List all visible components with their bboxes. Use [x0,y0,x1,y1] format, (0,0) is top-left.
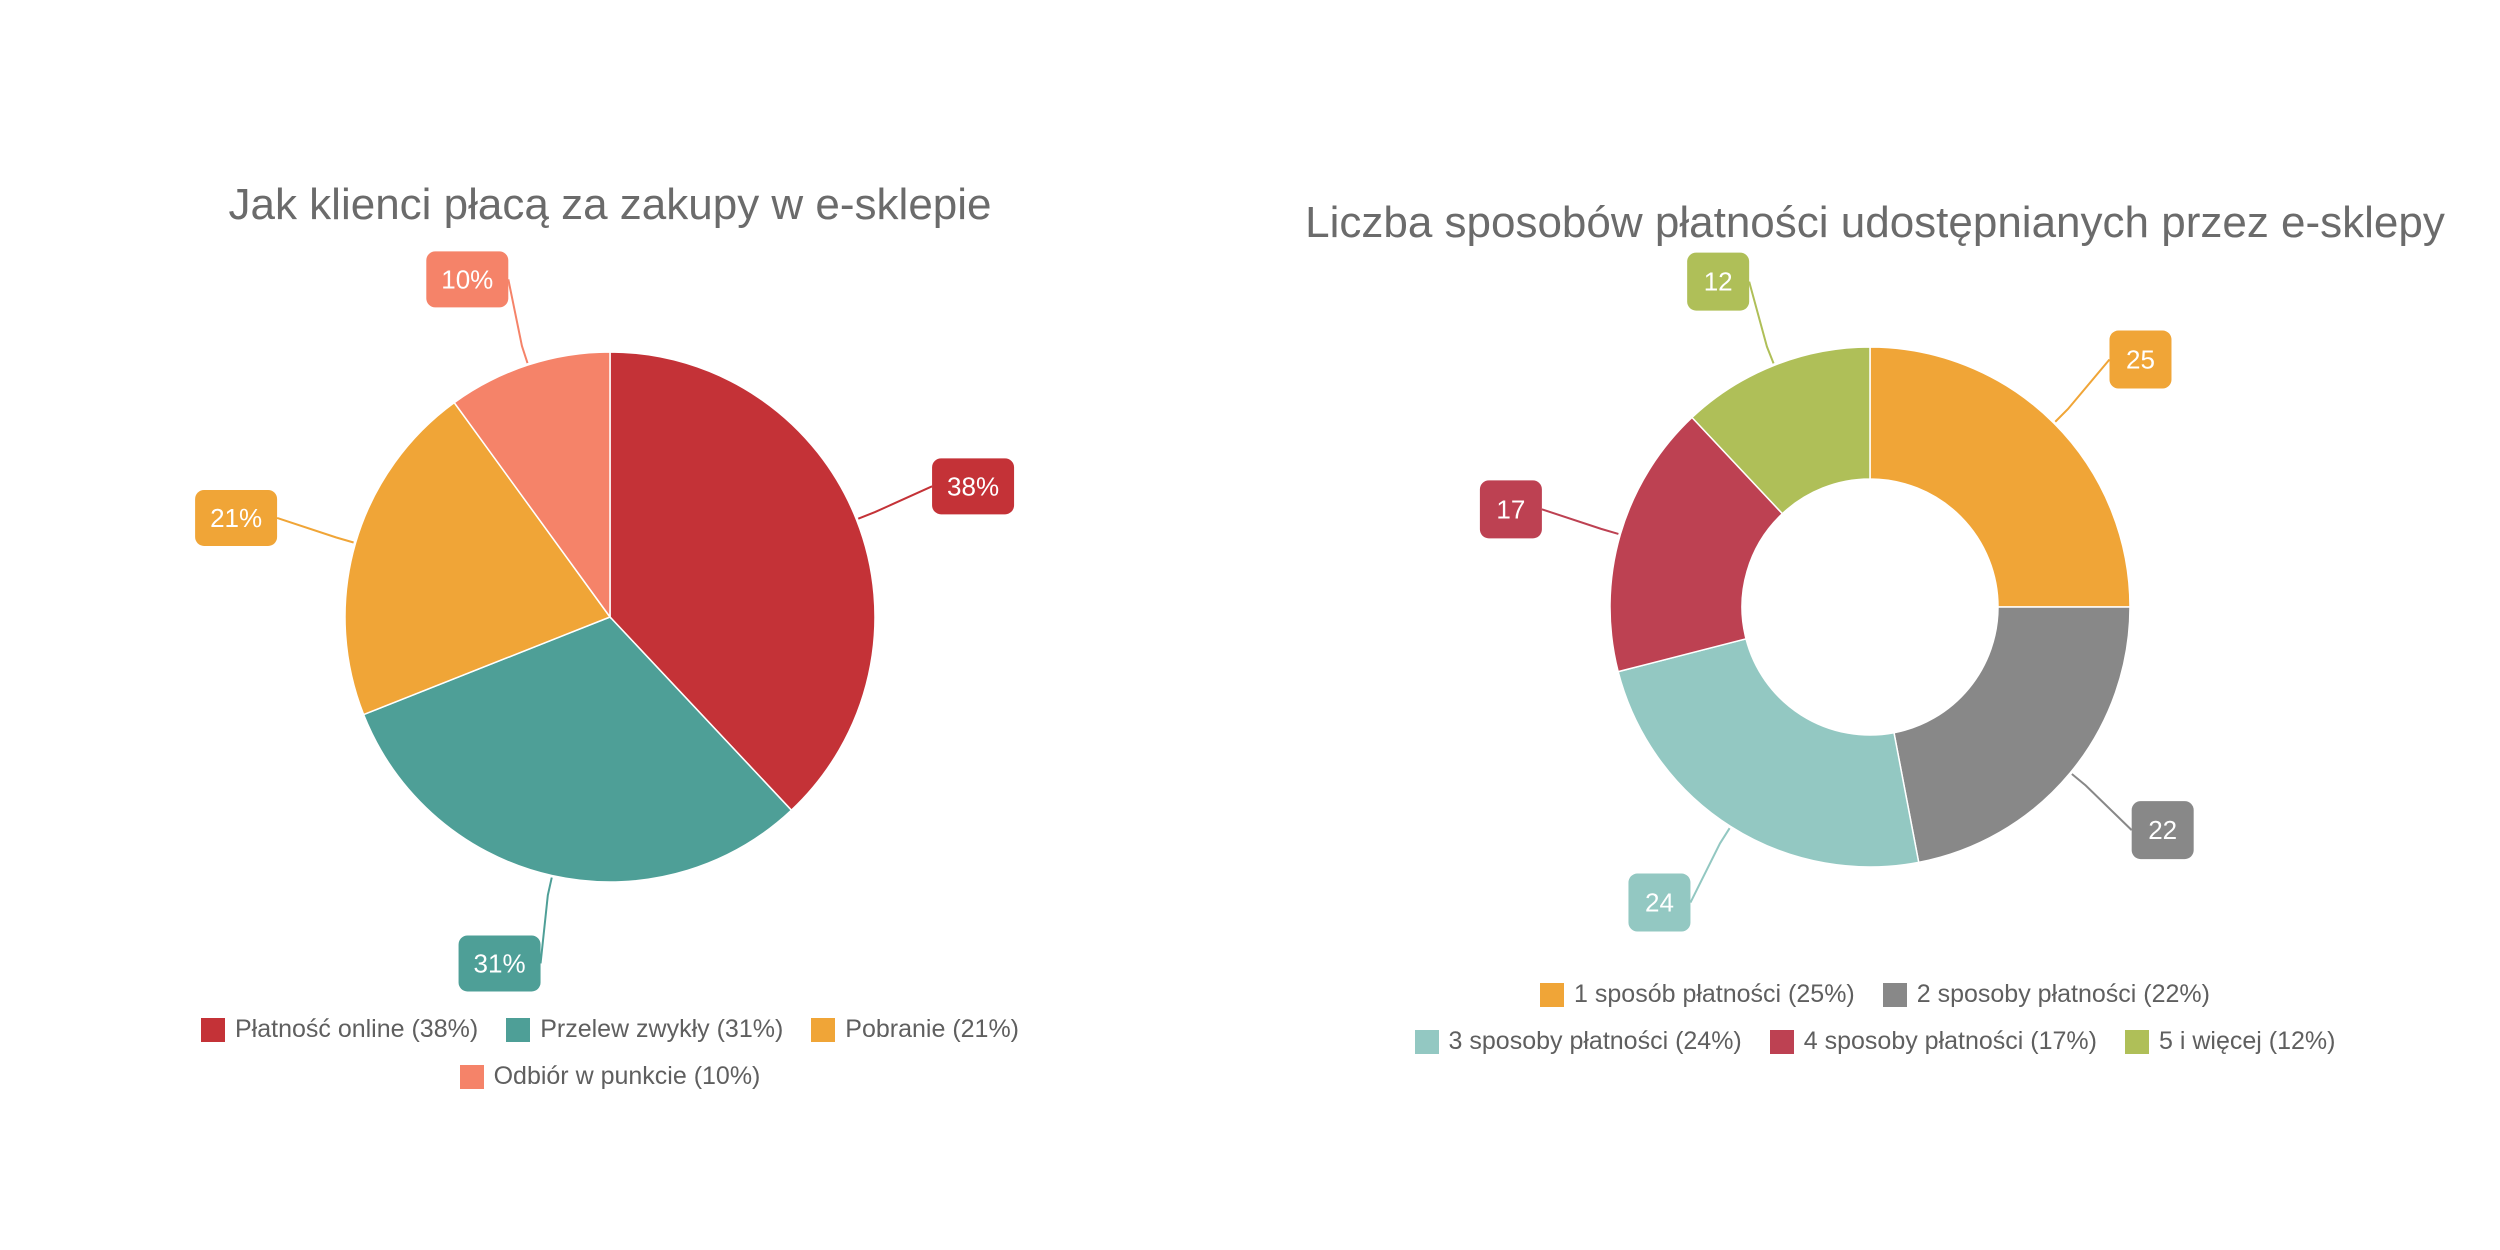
legend-swatch [1540,982,1565,1007]
label-connector-2 [539,877,553,964]
legend-swatch [1414,1029,1439,1054]
data-label-box-4 [426,251,509,308]
data-label-box-5 [1687,252,1750,311]
slice-4[interactable] [453,351,611,620]
legend-label: Odbiór w punkcie (10%) [493,1062,761,1090]
legend-label: 1 sposób płatności (25%) [1574,980,1855,1008]
legend-swatch [506,1017,531,1042]
slice-4[interactable] [1609,416,1784,673]
data-label-2: 22 [2148,815,2177,845]
data-label-5: 12 [1704,267,1733,297]
data-label-box-3 [195,489,278,546]
legend-swatch [1882,982,1907,1007]
data-label-3: 24 [1645,888,1674,918]
pie-chart: 38% 31% 21% 10% [195,251,1015,992]
legend-item-3[interactable]: Pobranie (21%) [811,1015,1019,1044]
slice-2[interactable] [362,616,793,883]
pie-chart-legend: Płatność online (38%) Przelew zwykły (31%… [30,1015,1190,1109]
legend-item-2[interactable]: Przelew zwykły (31%) [506,1015,783,1044]
label-connector-4 [1541,508,1619,535]
donut-chart: 25 22 24 17 12 [1479,252,2194,932]
label-connector-2 [2071,773,2133,831]
legend-item-4[interactable]: 4 sposoby płatności (17%) [1769,1027,2097,1056]
label-connector-1 [2054,358,2111,423]
data-label-4: 17 [1496,494,1525,524]
data-label-4: 10% [441,264,493,294]
data-label-1: 38% [947,471,999,501]
legend-item-5[interactable]: 5 i więcej (12%) [2124,1027,2336,1056]
slice-1[interactable] [1869,346,2131,608]
donut-chart-title: Liczba sposobów płatności udostępnianych… [1305,198,2445,247]
data-label-box-1 [2109,330,2172,389]
data-label-box-2 [2131,801,2194,860]
label-connector-3 [1689,827,1731,903]
slice-3[interactable] [344,401,612,716]
legend-swatch [811,1017,836,1042]
data-label-box-4 [1479,480,1542,539]
donut-chart-legend: 1 sposób płatności (25%) 2 sposoby płatno… [1350,980,2400,1074]
data-label-2: 31% [474,948,526,978]
label-connector-4 [507,279,529,364]
legend-swatch [2124,1029,2149,1054]
slice-5[interactable] [1690,346,1871,515]
legend-item-4[interactable]: Odbiór w punkcie (10%) [459,1062,761,1091]
data-label-1: 25 [2126,345,2155,375]
slice-3[interactable] [1617,637,1920,868]
legend-label: Przelew zwykły (31%) [540,1015,784,1043]
legend-swatch [200,1017,225,1042]
data-label-box-3 [1628,873,1691,932]
legend-label: 5 i więcej (12%) [2158,1027,2336,1055]
legend-label: Pobranie (21%) [845,1015,1020,1043]
pie-chart-title: Jak klienci płacą za zakupy w e-sklepie [228,180,992,229]
legend-label: 3 sposoby płatności (24%) [1448,1027,1742,1055]
legend-swatch [459,1064,484,1089]
legend-item-2[interactable]: 2 sposoby płatności (22%) [1882,980,2210,1009]
data-label-box-2 [458,935,541,992]
slice-2[interactable] [1893,606,2131,864]
label-connector-1 [857,485,933,520]
legend-label: Płatność online (38%) [234,1015,479,1043]
data-label-box-1 [932,458,1015,515]
label-connector-5 [1748,281,1775,364]
legend-item-3[interactable]: 3 sposoby płatności (24%) [1414,1027,1742,1056]
label-connector-3 [276,517,354,544]
legend-item-1[interactable]: Płatność online (38%) [200,1015,479,1044]
data-label-3: 21% [210,503,262,533]
legend-swatch [1769,1029,1794,1054]
legend-label: 2 sposoby płatności (22%) [1916,980,2210,1008]
slice-1[interactable] [609,351,876,812]
legend-label: 4 sposoby płatności (17%) [1803,1027,2097,1055]
legend-item-1[interactable]: 1 sposób płatności (25%) [1540,980,1855,1009]
